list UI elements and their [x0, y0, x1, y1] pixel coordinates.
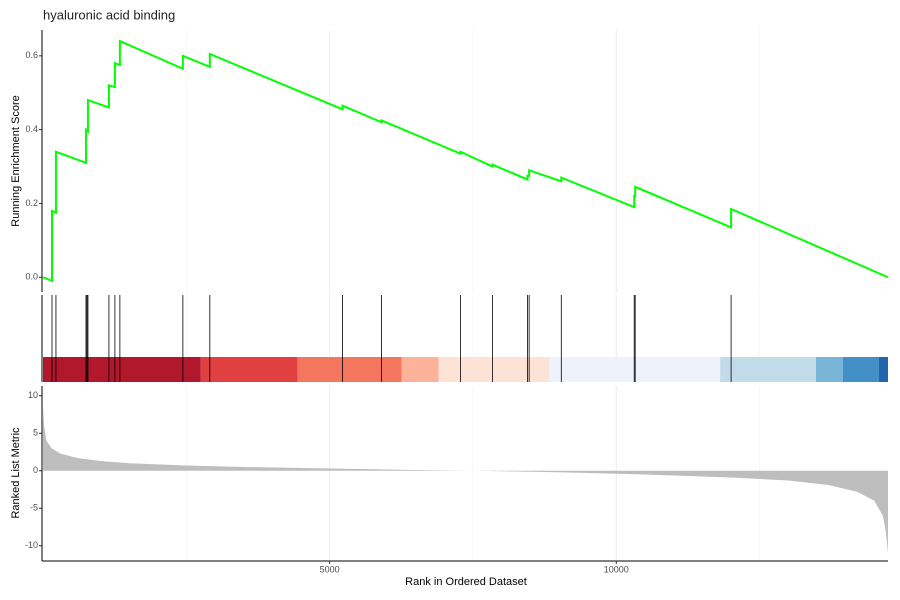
rank-band	[549, 357, 721, 382]
rank-band	[438, 357, 550, 382]
rank-band	[297, 357, 402, 382]
y-tick-label: 0.4	[25, 124, 38, 134]
y-axis-label: Running Enrichment Score	[10, 95, 22, 226]
rank-band	[720, 357, 816, 382]
y-tick-label: 0.2	[25, 198, 38, 208]
rank-band	[401, 357, 439, 382]
metric-area	[43, 407, 888, 554]
rank-band	[842, 357, 879, 382]
x-tick-label: 5000	[320, 564, 340, 574]
rank-band	[815, 357, 843, 382]
x-axis-label: Rank in Ordered Dataset	[405, 576, 527, 588]
y-axis-label: Ranked List Metric	[10, 427, 22, 519]
y-tick-label: -10	[25, 540, 38, 550]
y-tick-label: -5	[30, 503, 38, 513]
x-tick-label: 10000	[604, 564, 629, 574]
rank-band	[878, 357, 888, 382]
rank-band	[43, 357, 201, 382]
running-score-line	[42, 39, 889, 283]
chart-title: hyaluronic acid binding	[43, 7, 175, 22]
y-tick-label: 5	[33, 428, 38, 438]
rank-band	[200, 357, 298, 382]
y-tick-label: 0.6	[25, 50, 38, 60]
y-tick-label: 10	[28, 390, 38, 400]
y-tick-label: 0	[33, 465, 38, 475]
y-tick-label: 0.0	[25, 272, 38, 282]
